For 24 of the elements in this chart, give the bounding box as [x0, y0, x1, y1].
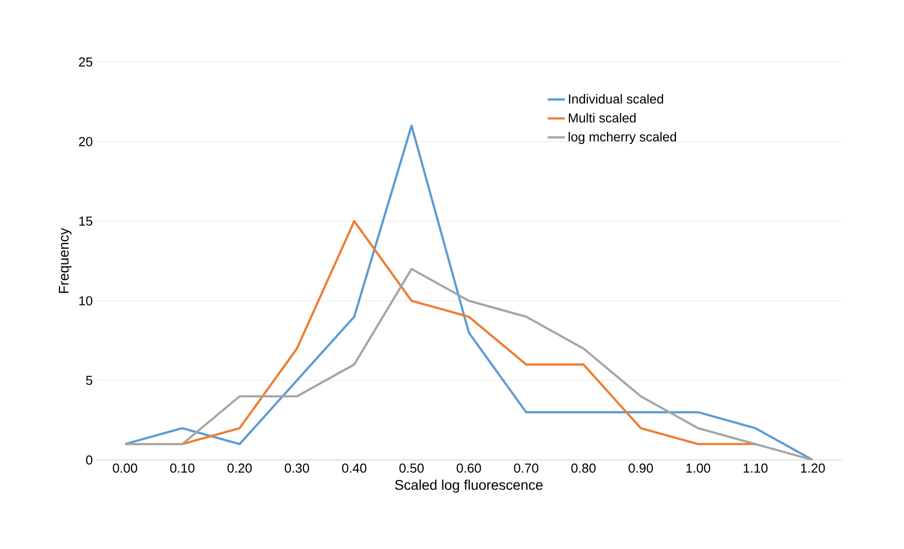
y-tick-label: 10: [79, 296, 92, 306]
x-tick-label: 0.30: [284, 464, 310, 473]
y-tick-label: 20: [79, 136, 92, 146]
y-tick-label: 5: [86, 376, 92, 385]
y-axis-title: Frequency: [58, 228, 72, 293]
y-tick-label: 0: [86, 455, 92, 465]
x-tick-label: 0.50: [399, 464, 424, 473]
x-tick-label: 1.20: [801, 464, 825, 473]
x-tick-label: 1.10: [744, 464, 768, 473]
x-tick-label: 0.60: [456, 464, 481, 473]
x-tick-label: 0.20: [227, 464, 252, 473]
x-tick-label: 0.80: [571, 464, 596, 473]
x-tick-label: 0.10: [170, 464, 194, 473]
x-tick-label: 0.40: [342, 464, 366, 473]
x-axis-title: Scaled log fluorescence: [395, 480, 543, 493]
x-tick-label: 0.00: [112, 464, 138, 473]
x-tick-label: 0.70: [514, 464, 538, 473]
x-tick-label: 0.90: [628, 464, 653, 473]
y-tick-label: 15: [79, 216, 92, 226]
legend-label: Individual scaled: [569, 94, 664, 104]
y-tick-label: 25: [79, 57, 92, 67]
legend-label: log mcherry scaled: [568, 132, 676, 144]
x-tick-label: 1.00: [686, 464, 710, 473]
legend-label: Multi scaled: [568, 112, 636, 123]
